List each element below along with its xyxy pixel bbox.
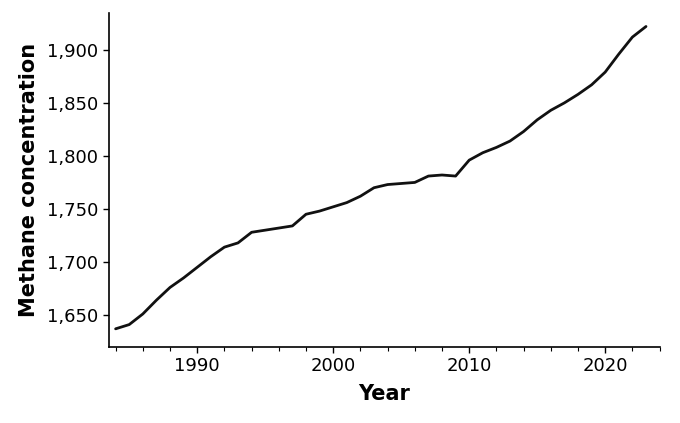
X-axis label: Year: Year bbox=[358, 384, 410, 404]
Y-axis label: Methane concentration: Methane concentration bbox=[18, 43, 39, 317]
